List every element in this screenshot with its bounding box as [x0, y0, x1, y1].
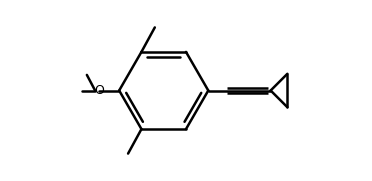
- Text: O: O: [94, 84, 104, 97]
